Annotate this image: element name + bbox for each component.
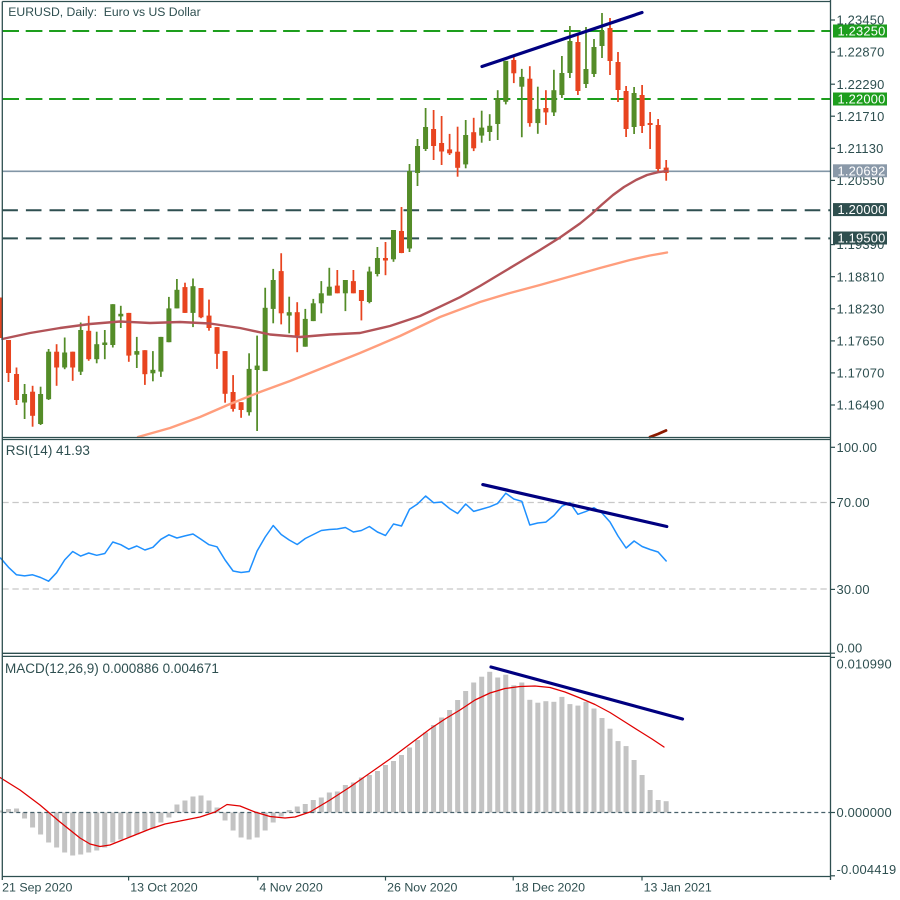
svg-text:1.21130: 1.21130: [837, 141, 884, 156]
svg-text:1.23450: 1.23450: [837, 13, 885, 28]
svg-text:1.19500: 1.19500: [838, 231, 886, 246]
svg-text:13 Oct 2020: 13 Oct 2020: [130, 881, 198, 895]
svg-text:1.18230: 1.18230: [837, 301, 885, 316]
svg-text:70.00: 70.00: [837, 495, 870, 510]
svg-text:0.00: 0.00: [837, 640, 863, 655]
svg-text:4 Nov 2020: 4 Nov 2020: [259, 881, 322, 895]
svg-text:21 Sep 2020: 21 Sep 2020: [2, 881, 72, 895]
svg-text:RSI(14) 41.93: RSI(14) 41.93: [6, 443, 90, 458]
svg-text:1.23250: 1.23250: [838, 24, 886, 39]
svg-text:1.22000: 1.22000: [838, 92, 886, 107]
svg-text:18 Dec 2020: 18 Dec 2020: [515, 881, 585, 895]
svg-text:100.00: 100.00: [837, 440, 878, 455]
svg-text:0.000000: 0.000000: [837, 805, 892, 820]
svg-text:1.17070: 1.17070: [837, 366, 885, 381]
svg-text:13 Jan 2021: 13 Jan 2021: [644, 881, 712, 895]
svg-text:1.20692: 1.20692: [838, 163, 886, 178]
svg-text:1.16490: 1.16490: [837, 398, 885, 413]
svg-text:0.010990: 0.010990: [837, 657, 892, 672]
svg-text:EURUSD, Daily: Euro vs US Dol: EURUSD, Daily: Euro vs US Dollar: [8, 5, 200, 19]
svg-text:1.21710: 1.21710: [837, 109, 885, 124]
svg-text:26 Nov 2020: 26 Nov 2020: [387, 881, 457, 895]
svg-text:30.00: 30.00: [837, 582, 870, 597]
svg-text:1.20000: 1.20000: [838, 202, 886, 217]
svg-text:1.22290: 1.22290: [837, 77, 885, 92]
svg-text:1.17650: 1.17650: [837, 334, 885, 349]
svg-text:1.22870: 1.22870: [837, 45, 885, 60]
svg-text:1.18810: 1.18810: [837, 269, 885, 284]
svg-text:-0.004419: -0.004419: [837, 862, 897, 877]
svg-text:MACD(12,26,9) 0.000886 0.00467: MACD(12,26,9) 0.000886 0.004671: [5, 661, 219, 676]
